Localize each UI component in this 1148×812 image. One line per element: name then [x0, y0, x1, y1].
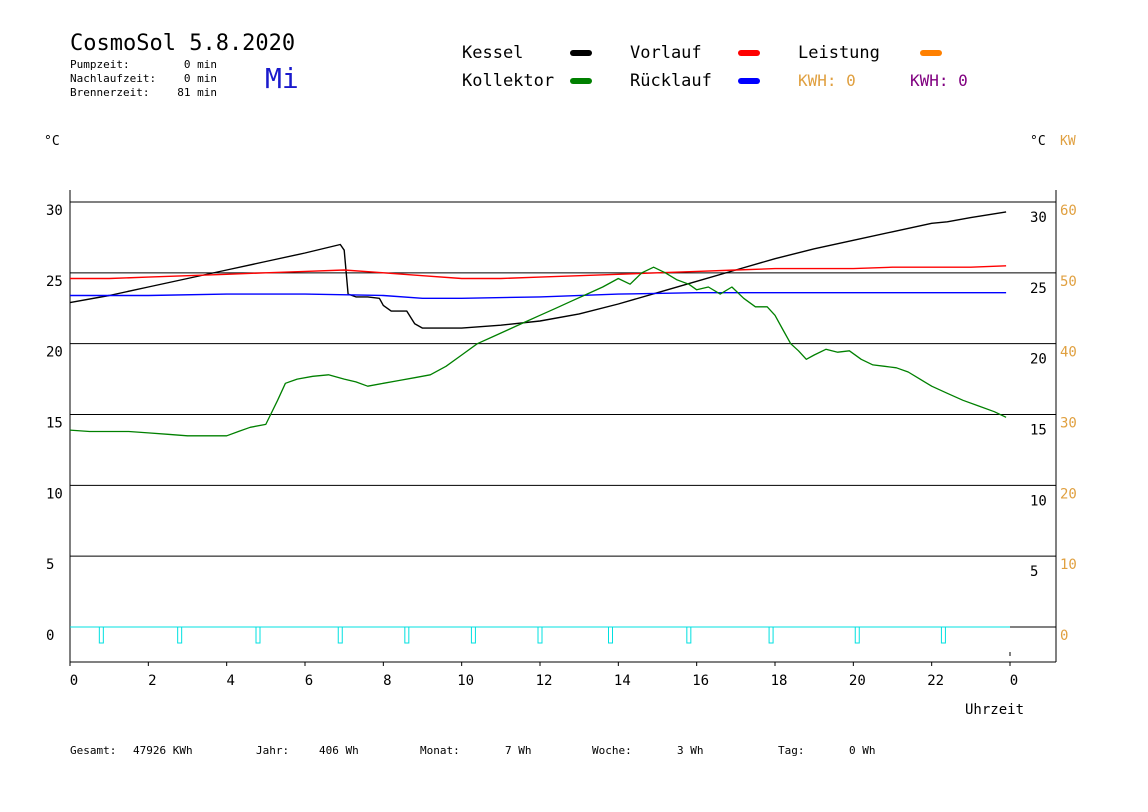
series-leistung-pulse-7	[608, 626, 613, 644]
y-tick-right-20: 20	[1030, 352, 1047, 368]
x-tick-3: 6	[305, 673, 313, 689]
y-tick-left-10: 10	[46, 486, 63, 502]
kwh-purple-label: KWH: 0	[910, 71, 968, 90]
footer-woche-label: Woche:	[592, 744, 632, 757]
legend-label-kollektor: Kollektor	[462, 71, 554, 91]
footer-jahr-value: 406 Wh	[319, 744, 359, 757]
footer-tag-label: Tag:	[778, 744, 805, 757]
series-leistung-pulse-2	[255, 626, 261, 644]
y2-tick-20: 20	[1060, 486, 1077, 502]
footer-monat-value: 7 Wh	[505, 744, 532, 757]
right-unit-kw-label: KW	[1060, 134, 1076, 149]
series-vorlauf	[70, 265, 1007, 280]
y-tick-right-5: 5	[1030, 564, 1038, 580]
series-leistung-pulse-9	[768, 626, 774, 644]
legend-swatch-kessel	[570, 50, 592, 56]
left-unit-label: °C	[44, 134, 60, 149]
series-leistung-pulse-0	[98, 626, 104, 644]
footer-woche-value: 3 Wh	[677, 744, 704, 757]
pumpzeit-label: Pumpzeit:	[70, 58, 130, 71]
series-layer	[69, 211, 1010, 644]
y2-tick-10: 10	[1060, 557, 1077, 573]
brennerzeit-label: Brennerzeit:	[70, 86, 149, 99]
kwh-orange-label: KWH: 0	[798, 71, 856, 90]
legend-label-leistung: Leistung	[798, 43, 880, 63]
y-tick-left-20: 20	[46, 345, 63, 361]
x-tick-1: 2	[148, 673, 156, 689]
legend-swatch-leistung	[920, 50, 942, 56]
legend: Kessel Vorlauf Leistung Kollektor Rückla…	[462, 43, 968, 91]
x-tick-4: 8	[383, 673, 391, 689]
y2-tick-50: 50	[1060, 274, 1077, 290]
series-leistung-pulse-10	[854, 626, 860, 644]
y2-tick-30: 30	[1060, 416, 1077, 432]
x-tick-10: 20	[849, 673, 866, 689]
y-tick-left-25: 25	[46, 274, 63, 290]
y-tick-left-5: 5	[46, 557, 54, 573]
x-tick-8: 16	[692, 673, 709, 689]
legend-label-ruecklauf: Rücklauf	[630, 71, 712, 91]
series-leistung-pulse-1	[177, 626, 183, 644]
legend-swatch-vorlauf	[738, 50, 760, 56]
x-tick-7: 14	[614, 673, 631, 689]
series-leistung-pulse-8	[686, 626, 692, 644]
footer-gesamt-label: Gesamt:	[70, 744, 116, 757]
x-tick-2: 4	[226, 673, 234, 689]
chart-title: CosmoSol 5.8.2020	[70, 31, 295, 56]
y-tick-right-15: 15	[1030, 423, 1047, 439]
x-tick-5: 10	[457, 673, 474, 689]
legend-swatch-ruecklauf	[738, 78, 760, 84]
y2-tick-40: 40	[1060, 345, 1077, 361]
legend-label-vorlauf: Vorlauf	[630, 43, 702, 63]
x-tick-6: 12	[536, 673, 553, 689]
y-tick-left-30: 30	[46, 203, 63, 219]
y2-tick-60: 60	[1060, 203, 1077, 219]
footer-tag-value: 0 Wh	[849, 744, 876, 757]
right-unit-c-label: °C	[1030, 134, 1046, 149]
x-tick-11: 22	[927, 673, 944, 689]
pumpzeit-value: 0 min	[184, 58, 217, 71]
grid-layer	[70, 201, 1056, 628]
plot-frame	[69, 190, 1057, 663]
series-leistung-pulse-3	[337, 626, 343, 644]
y-tick-left-15: 15	[46, 416, 63, 432]
series-leistung-pulse-5	[470, 626, 476, 644]
y-tick-right-30: 30	[1030, 210, 1047, 226]
series-leistung-pulse-6	[537, 626, 543, 644]
brennerzeit-value: 81 min	[177, 86, 217, 99]
footer-jahr-label: Jahr:	[256, 744, 289, 757]
footer-monat-label: Monat:	[420, 744, 460, 757]
y-tick-left-0: 0	[46, 628, 54, 644]
x-tick-12: 0	[1010, 673, 1018, 689]
nachlaufzeit-label: Nachlaufzeit:	[70, 72, 156, 85]
x-axis-label: Uhrzeit	[965, 702, 1024, 718]
y-tick-right-25: 25	[1030, 281, 1047, 297]
legend-swatch-kollektor	[570, 78, 592, 84]
x-tick-0: 0	[70, 673, 78, 689]
footer-summary: Gesamt: 47926 KWh Jahr: 406 Wh Monat: 7 …	[70, 744, 876, 757]
series-ruecklauf	[70, 292, 1007, 299]
x-tick-9: 18	[771, 673, 788, 689]
y-tick-right-10: 10	[1030, 493, 1047, 509]
weekday-label: Mi	[265, 62, 299, 95]
y2-tick-0: 0	[1060, 628, 1068, 644]
legend-label-kessel: Kessel	[462, 43, 523, 63]
footer-gesamt-value: 47926 KWh	[133, 744, 193, 757]
series-leistung-pulse-4	[404, 626, 410, 644]
series-kollektor	[69, 266, 1007, 437]
series-kessel	[69, 211, 1007, 329]
series-leistung-pulse-11	[940, 626, 946, 644]
nachlaufzeit-value: 0 min	[184, 72, 217, 85]
